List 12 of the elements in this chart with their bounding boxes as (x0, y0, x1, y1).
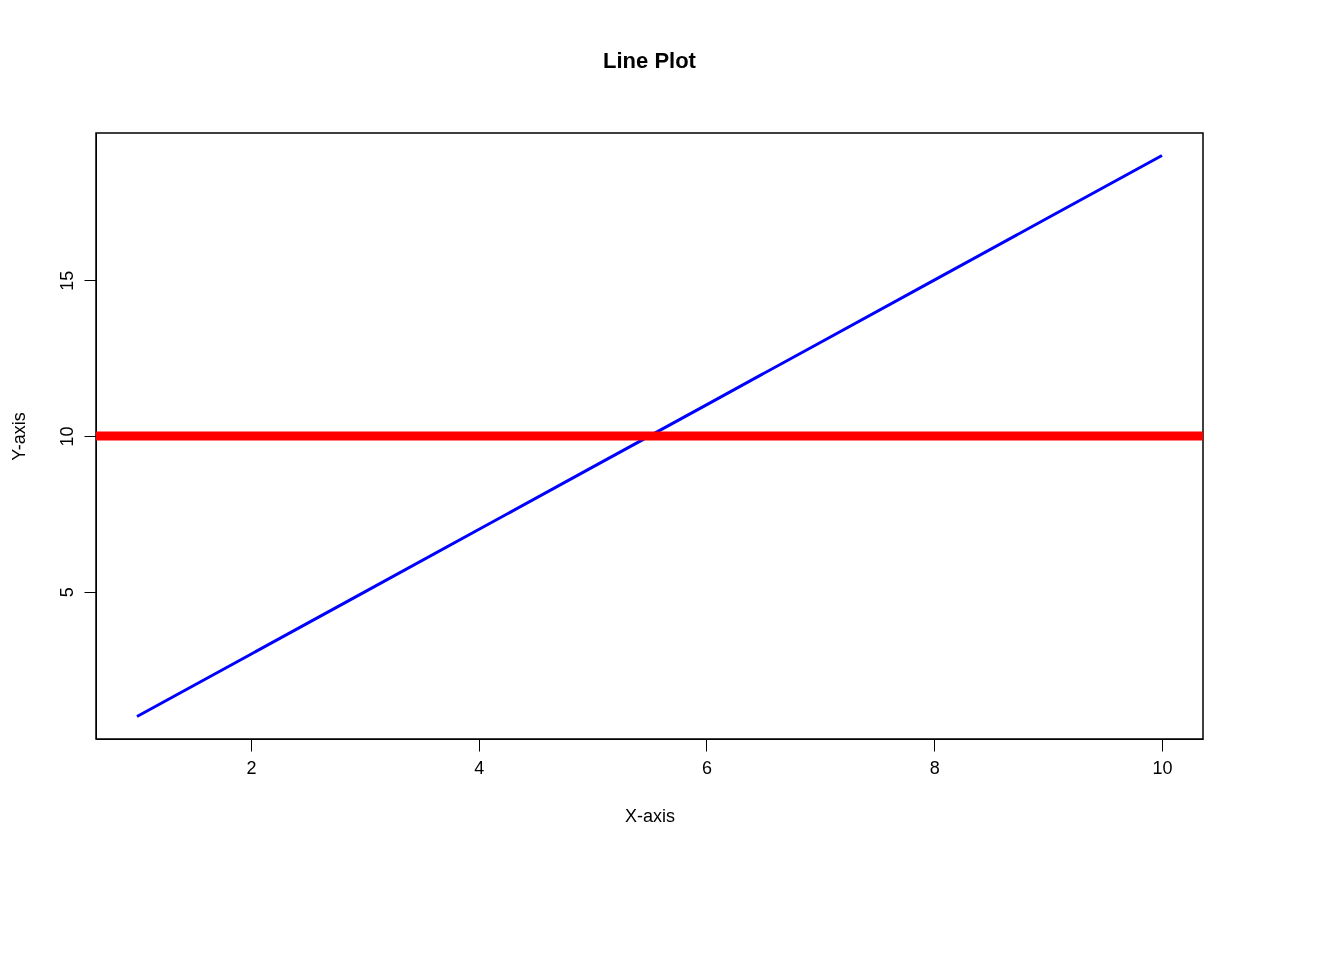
y-tick-label: 5 (56, 587, 77, 598)
y-tick-label: 15 (56, 270, 77, 291)
line-series (135, 153, 1164, 719)
x-tick-label: 6 (701, 757, 712, 778)
y-axis-title: Y-axis (8, 412, 29, 461)
x-tick-label: 2 (246, 757, 257, 778)
x-tick-label: 8 (929, 757, 940, 778)
x-axis-title: X-axis (624, 805, 676, 826)
x-tick-label: 4 (474, 757, 485, 778)
x-tick-label: 10 (1152, 757, 1173, 778)
y-tick-label: 10 (56, 426, 77, 447)
chart-title: Line Plot (603, 48, 697, 73)
